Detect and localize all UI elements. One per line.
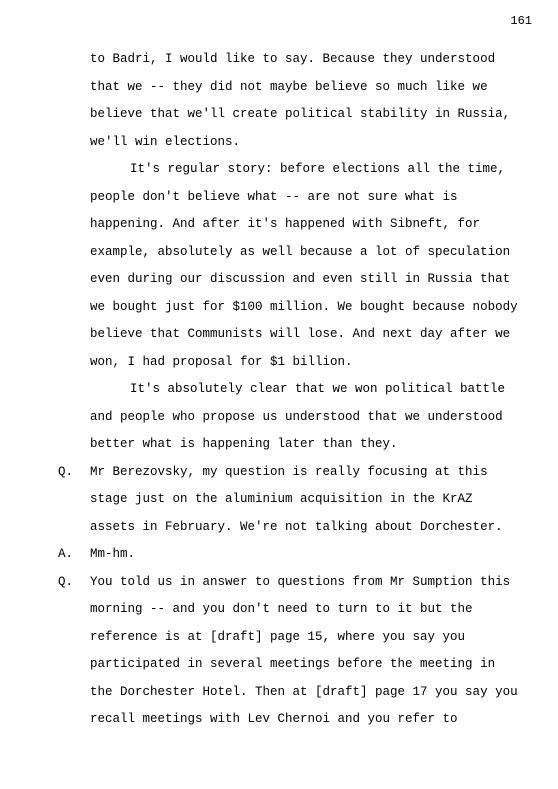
- transcript-body: to Badri, I would like to say. Because t…: [58, 46, 518, 734]
- speaker-label: Q.: [58, 569, 90, 597]
- qa-block: A.Mm-hm.: [58, 541, 518, 569]
- speaker-label: A.: [58, 541, 90, 569]
- paragraph: to Badri, I would like to say. Because t…: [58, 46, 518, 156]
- qa-text: Mm-hm.: [90, 541, 518, 569]
- qa-block: Q.Mr Berezovsky, my question is really f…: [58, 459, 518, 542]
- page-number: 161: [510, 14, 532, 28]
- qa-text: You told us in answer to questions from …: [90, 569, 518, 734]
- qa-text: Mr Berezovsky, my question is really foc…: [90, 459, 518, 542]
- qa-block: Q.You told us in answer to questions fro…: [58, 569, 518, 734]
- paragraph: It's absolutely clear that we won politi…: [58, 376, 518, 459]
- paragraph: It's regular story: before elections all…: [58, 156, 518, 376]
- speaker-label: Q.: [58, 459, 90, 487]
